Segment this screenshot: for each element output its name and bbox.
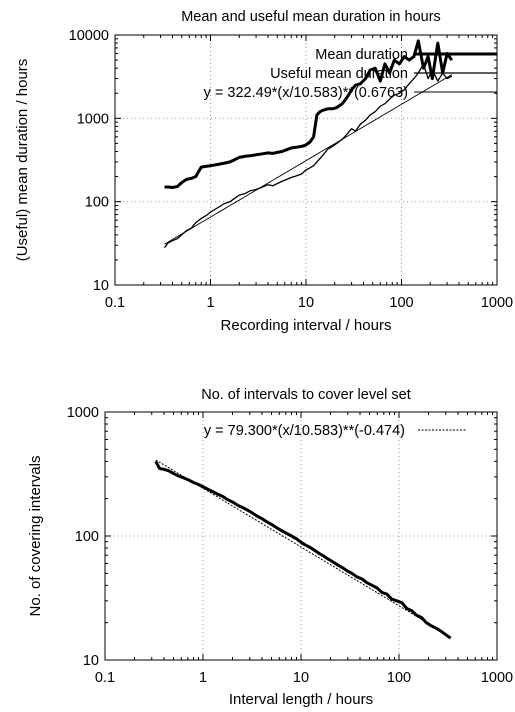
chart-mean-duration: 0.1 1 10 100 1000 10 100 1000 10000 Mean duration… — [14, 9, 513, 334]
x-tick-label: 0.1 — [105, 295, 125, 311]
x-tick-label: 10 — [298, 295, 314, 311]
y-tick-label: 1000 — [77, 111, 109, 127]
y-axis-label: No. of covering intervals — [27, 456, 44, 617]
chart-title: No. of intervals to cover level set — [201, 387, 411, 403]
y-tick-label: 100 — [75, 529, 99, 545]
x-axis-label: Recording interval / hours — [221, 317, 392, 334]
legend-entry-label: Useful mean duration — [270, 66, 408, 82]
x-tick-label: 100 — [389, 295, 413, 311]
y-tick-label: 10 — [93, 278, 109, 294]
y-tick-label: 10000 — [69, 28, 109, 44]
legend-entry-label: y = 79.300*(x/10.583)**(-0.474) — [204, 423, 405, 439]
plot-frame — [104, 411, 498, 661]
chart-covering-intervals: 0.1 1 10 100 1000 10 100 1000 y = 79.300*(x/10.5… — [27, 387, 513, 708]
x-tick-label: 10 — [293, 670, 309, 686]
x-tick-label: 100 — [387, 670, 411, 686]
x-axis-label: Interval length / hours — [229, 691, 373, 708]
y-axis-label: (Useful) mean duration / hours — [14, 59, 31, 262]
y-tick-label: 1000 — [67, 405, 99, 421]
x-tick-label: 0.1 — [95, 670, 115, 686]
legend-entry-label: y = 322.49*(x/10.583)**(0.6763) — [204, 85, 408, 101]
series-line-fit-dotted — [155, 459, 451, 638]
series-line-thin — [163, 63, 453, 249]
x-tick-label: 1 — [199, 670, 207, 686]
legend-entry-label: Mean duration — [315, 47, 408, 63]
x-tick-label: 1000 — [481, 295, 513, 311]
series-line-thick — [164, 39, 454, 189]
x-tick-label: 1 — [206, 295, 214, 311]
plot-frame — [114, 34, 498, 286]
chart-title: Mean and useful mean duration in hours — [181, 9, 441, 25]
y-tick-label: 100 — [85, 195, 109, 211]
series-line-fit — [164, 74, 453, 245]
x-tick-label: 1000 — [481, 670, 513, 686]
y-tick-label: 10 — [83, 653, 99, 669]
series-line-thick — [154, 460, 452, 640]
